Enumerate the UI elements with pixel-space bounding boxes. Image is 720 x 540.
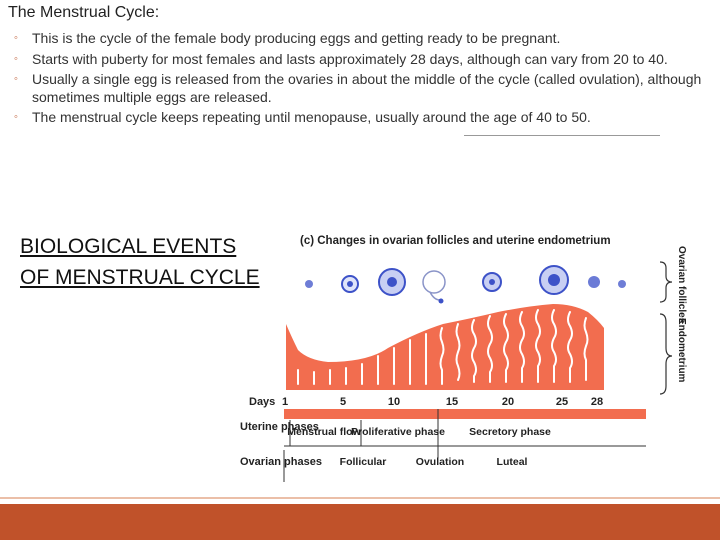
ovulating-follicle-icon bbox=[422, 270, 446, 294]
day-tick: 5 bbox=[340, 396, 346, 408]
endometrium-layer bbox=[286, 304, 604, 390]
endometrium-shape bbox=[286, 304, 604, 390]
gland-mark bbox=[551, 309, 557, 383]
bullet-item: ◦ The menstrual cycle keeps repeating unt… bbox=[14, 109, 714, 127]
follicle-icon bbox=[305, 280, 313, 288]
bullet-item: ◦ This is the cycle of the female body pr… bbox=[14, 30, 714, 48]
ovarian-phase: Luteal bbox=[497, 456, 528, 468]
bullet-marker-icon: ◦ bbox=[14, 111, 18, 123]
gland-mark bbox=[535, 309, 541, 383]
gland-mark bbox=[487, 315, 493, 383]
day-tick: 20 bbox=[502, 396, 514, 408]
bullet-item: ◦ Starts with puberty for most females an… bbox=[14, 51, 714, 69]
figure-caption: (c) Changes in ovarian follicles and ute… bbox=[300, 235, 611, 247]
follicle-icon bbox=[588, 276, 600, 288]
gland-mark bbox=[519, 311, 525, 383]
cycle-bar bbox=[284, 409, 646, 419]
uterine-phase-row: Menstrual flow Proliferative phase Secre… bbox=[287, 426, 551, 438]
follicle-icon bbox=[489, 279, 495, 285]
day-tick: 10 bbox=[388, 396, 400, 408]
footer-bar bbox=[0, 504, 720, 540]
bullet-item: ◦ Usually a single egg is released from t… bbox=[14, 71, 714, 106]
uterine-phase: Secretory phase bbox=[469, 426, 551, 438]
gland-mark bbox=[471, 319, 477, 383]
gland-mark bbox=[583, 317, 589, 381]
bullet-marker-icon: ◦ bbox=[14, 32, 18, 44]
bullet-list: ◦ This is the cycle of the female body pr… bbox=[14, 30, 714, 130]
bracket-icon bbox=[659, 313, 673, 395]
day-ticks: 1 5 10 15 20 25 28 bbox=[282, 396, 603, 408]
slide-title: The Menstrual Cycle: bbox=[8, 4, 160, 21]
day-tick: 25 bbox=[556, 396, 568, 408]
gland-mark bbox=[439, 327, 445, 385]
days-label: Days bbox=[249, 396, 275, 408]
bracket-icon bbox=[659, 261, 673, 303]
bullet-marker-icon: ◦ bbox=[14, 52, 18, 65]
divider bbox=[464, 135, 660, 136]
day-tick: 1 bbox=[282, 396, 288, 408]
bullet-text: This is the cycle of the female body pro… bbox=[32, 30, 561, 46]
ovarian-phase: Ovulation bbox=[416, 456, 464, 468]
ovarian-follicles-label: Ovarian follicles bbox=[676, 246, 687, 324]
heading-line: OF MENSTRUAL CYCLE bbox=[20, 266, 260, 289]
follicle-icon bbox=[347, 281, 353, 287]
menstrual-cycle-diagram: (c) Changes in ovarian follicles and ute… bbox=[240, 235, 687, 482]
corpus-luteum-icon bbox=[548, 274, 560, 286]
ovarian-phase-row: Follicular Ovulation Luteal bbox=[340, 456, 528, 468]
uterine-phases-label: Uterine phases bbox=[240, 421, 319, 433]
day-tick: 28 bbox=[591, 396, 603, 408]
section-heading: BIOLOGICAL EVENTS OF MENSTRUAL CYCLE bbox=[20, 231, 260, 293]
gland-mark bbox=[455, 323, 461, 381]
uterine-phase: Proliferative phase bbox=[351, 426, 445, 438]
endometrium-label: Endometrium bbox=[676, 318, 687, 383]
bullet-text: Starts with puberty for most females and… bbox=[32, 50, 668, 67]
ovarian-phase: Follicular bbox=[340, 456, 387, 468]
gland-mark bbox=[567, 311, 573, 383]
ovarian-phases-label: Ovarian phases bbox=[240, 456, 322, 468]
bullet-text: Usually a single egg is released from th… bbox=[32, 71, 702, 105]
ovarian-follicles-row bbox=[305, 265, 626, 304]
bullet-marker-icon: ◦ bbox=[14, 73, 18, 85]
day-tick: 15 bbox=[446, 396, 458, 408]
footer-divider bbox=[0, 497, 720, 499]
uterine-phase: Menstrual flow bbox=[287, 426, 361, 438]
heading-line: BIOLOGICAL EVENTS bbox=[20, 235, 237, 258]
bullet-text: The menstrual cycle keeps repeating unti… bbox=[32, 109, 591, 125]
follicle-icon bbox=[618, 280, 626, 288]
follicle-icon bbox=[387, 277, 397, 287]
gland-mark bbox=[503, 313, 509, 383]
egg-icon bbox=[438, 298, 444, 304]
gland-marks bbox=[297, 309, 589, 385]
